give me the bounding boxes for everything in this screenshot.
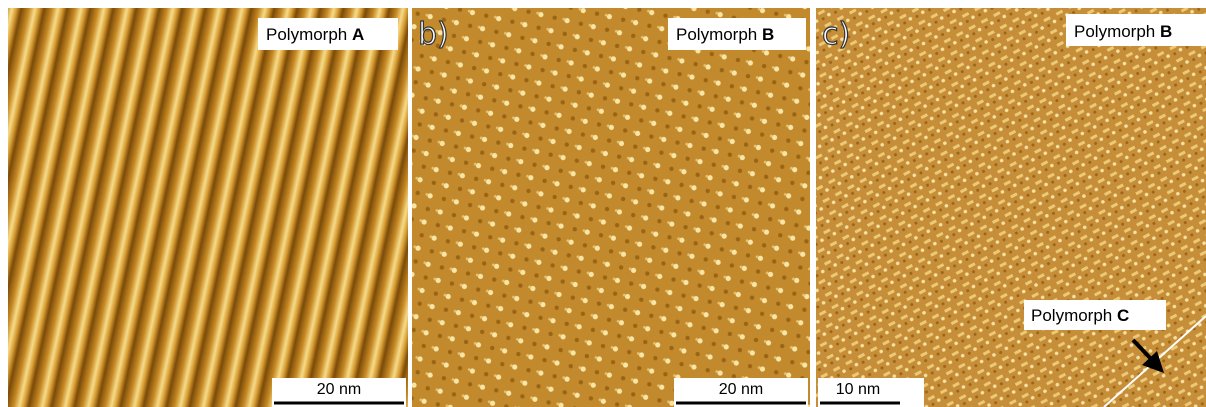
caption-bold: A: [352, 25, 364, 44]
caption: Polymorph A: [266, 25, 364, 44]
annotation-text: Polymorph: [1031, 306, 1112, 325]
panel-c: c) Polymorph B Polymorph C 10 nm: [816, 8, 1206, 407]
caption: Polymorph B: [676, 25, 774, 44]
annotation: Polymorph C: [1031, 306, 1129, 325]
caption-text: Polymorph: [1074, 22, 1155, 41]
stm-image: [8, 8, 408, 407]
panel-letter: b): [418, 17, 449, 52]
caption-bold: B: [1160, 22, 1172, 41]
figure: Polymorph A 20 nm b) Polymorph B 20 nm c…: [0, 0, 1206, 407]
scale-bar-label: 20 nm: [719, 381, 763, 398]
stm-image: [816, 8, 1206, 407]
scale-bar-label: 20 nm: [317, 381, 361, 398]
caption-text: Polymorph: [676, 25, 757, 44]
caption: Polymorph B: [1074, 22, 1172, 41]
caption-text: Polymorph: [266, 25, 347, 44]
panel-letter: c): [822, 17, 850, 52]
stm-image: [412, 8, 810, 407]
annotation-bold: C: [1117, 306, 1129, 325]
caption-bold: B: [762, 25, 774, 44]
scale-bar-label: 10 nm: [836, 381, 880, 398]
panel-b: b) Polymorph B 20 nm: [412, 8, 810, 407]
panel-a: Polymorph A 20 nm: [8, 8, 408, 407]
